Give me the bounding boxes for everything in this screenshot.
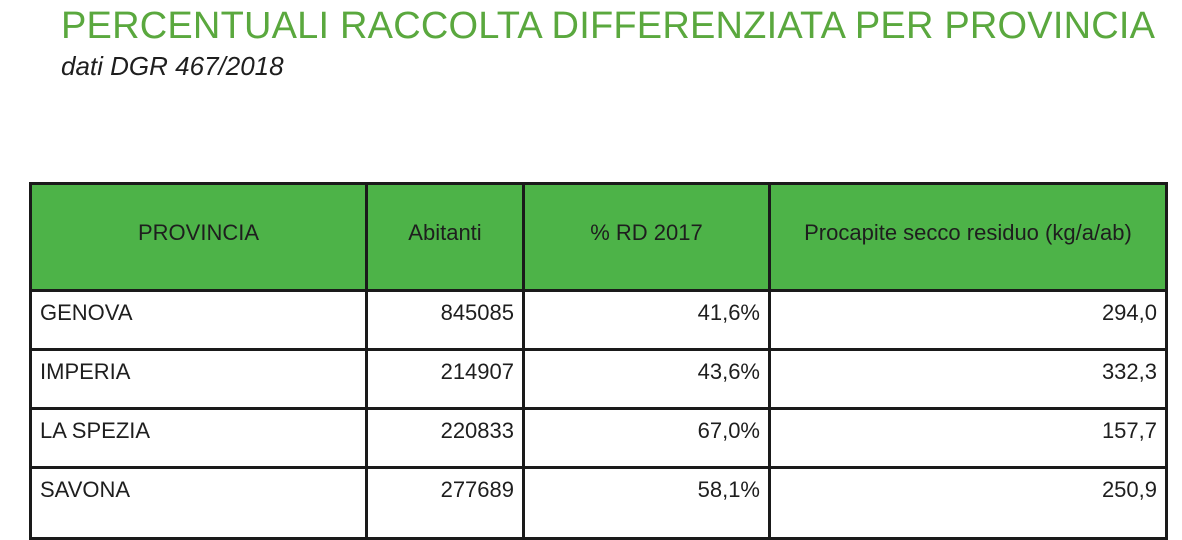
column-header-provincia: PROVINCIA bbox=[29, 182, 368, 292]
cell-provincia: IMPERIA bbox=[29, 348, 368, 410]
table-row: IMPERIA 214907 43,6% 332,3 bbox=[29, 348, 1168, 410]
column-header-procapite: Procapite secco residuo (kg/a/ab) bbox=[768, 182, 1168, 292]
page-subtitle: dati DGR 467/2018 bbox=[61, 51, 284, 81]
data-table: PROVINCIA Abitanti % RD 2017 Procapite s… bbox=[29, 182, 1168, 540]
page-title: PERCENTUALI RACCOLTA DIFFERENZIATA PER P… bbox=[61, 5, 1156, 47]
header-row: PROVINCIA Abitanti % RD 2017 Procapite s… bbox=[29, 182, 1168, 292]
table-header: PROVINCIA Abitanti % RD 2017 Procapite s… bbox=[29, 182, 1168, 292]
cell-rd-2017: 41,6% bbox=[522, 289, 771, 351]
cell-procapite: 157,7 bbox=[768, 407, 1168, 469]
cell-abitanti: 845085 bbox=[365, 289, 525, 351]
cell-procapite: 332,3 bbox=[768, 348, 1168, 410]
column-header-rd-2017: % RD 2017 bbox=[522, 182, 771, 292]
cell-abitanti: 220833 bbox=[365, 407, 525, 469]
cell-provincia: GENOVA bbox=[29, 289, 368, 351]
column-header-abitanti: Abitanti bbox=[365, 182, 525, 292]
cell-rd-2017: 43,6% bbox=[522, 348, 771, 410]
table-row: LA SPEZIA 220833 67,0% 157,7 bbox=[29, 407, 1168, 469]
cell-abitanti: 277689 bbox=[365, 466, 525, 540]
cell-provincia: SAVONA bbox=[29, 466, 368, 540]
cell-rd-2017: 67,0% bbox=[522, 407, 771, 469]
cell-procapite: 294,0 bbox=[768, 289, 1168, 351]
table-row: GENOVA 845085 41,6% 294,0 bbox=[29, 289, 1168, 351]
cell-provincia: LA SPEZIA bbox=[29, 407, 368, 469]
cell-rd-2017: 58,1% bbox=[522, 466, 771, 540]
cell-procapite: 250,9 bbox=[768, 466, 1168, 540]
table-row: SAVONA 277689 58,1% 250,9 bbox=[29, 466, 1168, 540]
table-body: GENOVA 845085 41,6% 294,0 IMPERIA 214907… bbox=[29, 289, 1168, 540]
cell-abitanti: 214907 bbox=[365, 348, 525, 410]
